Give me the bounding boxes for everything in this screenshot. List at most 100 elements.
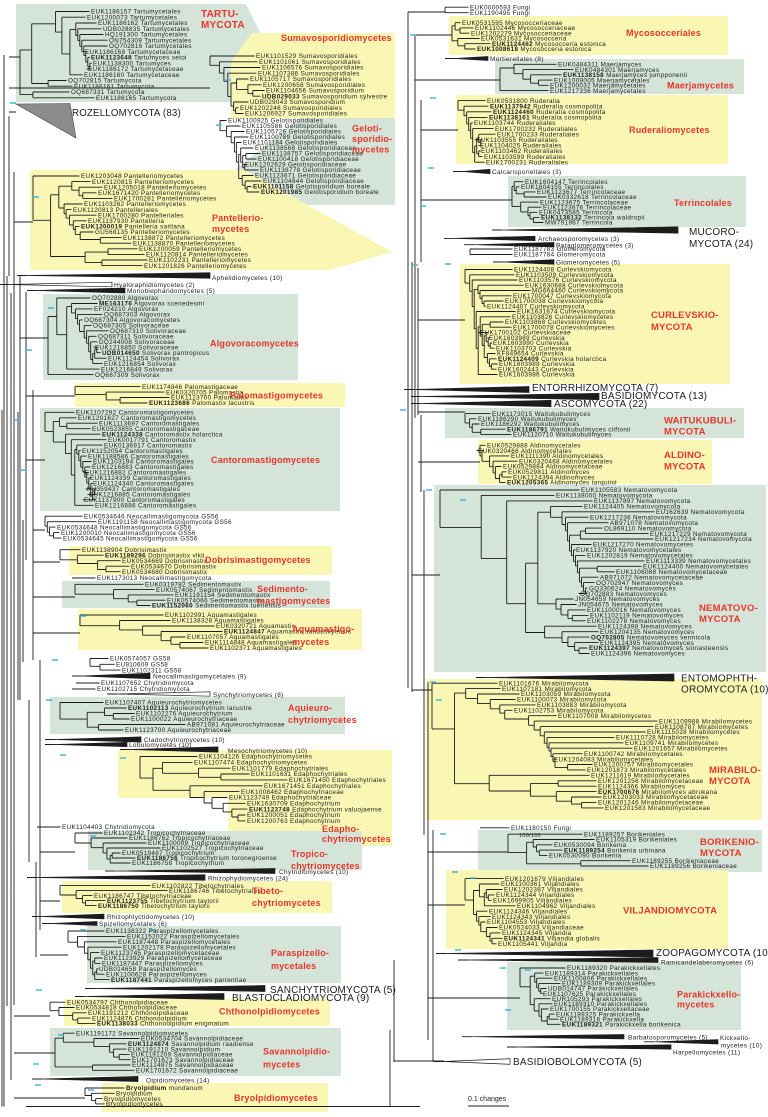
svg-text:EUK1124344 Viljandiales: EUK1124344 Viljandiales xyxy=(496,892,575,899)
svg-text:EUK1186162 Tartumycetales: EUK1186162 Tartumycetales xyxy=(98,20,188,27)
svg-text:chytriomycetes: chytriomycetes xyxy=(288,715,357,725)
svg-text:EUK1110728 Mirabilomycetes: EUK1110728 Mirabilomycetes xyxy=(616,735,709,742)
svg-text:EUK1105726 Gelotisporidiales: EUK1105726 Gelotisporidiales xyxy=(246,129,341,136)
svg-text:MYCOTA: MYCOTA xyxy=(651,322,693,333)
svg-text:EUK1216886 Cantoromastigales: EUK1216886 Cantoromastigales xyxy=(95,503,197,510)
svg-text:EUK1100806 Parakickxellales: EUK1100806 Parakickxellales xyxy=(554,975,647,982)
svg-text:Tibeto-: Tibeto- xyxy=(252,886,283,896)
svg-text:EUK1008618 Mycosocceria estoni: EUK1008618 Mycosocceria estonica xyxy=(477,46,592,53)
svg-text:EUK1115028 Mirabilomycetes: EUK1115028 Mirabilomycetes xyxy=(647,729,740,736)
svg-text:mycetes: mycetes xyxy=(352,145,389,155)
svg-text:EUK1186758 Tropicochytrium: EUK1186758 Tropicochytrium xyxy=(132,860,224,867)
svg-text:EUK1104844 Gelotisporidiaceae: EUK1104844 Gelotisporidiaceae xyxy=(263,178,364,185)
svg-text:EUK1203048 Pantelleriomycetes: EUK1203048 Pantelleriomycetes xyxy=(81,173,184,180)
svg-text:CURLEVSKIO-: CURLEVSKIO- xyxy=(651,310,719,321)
svg-text:EUK1671450 Edaphochytriales: EUK1671450 Edaphochytriales xyxy=(289,777,386,784)
svg-text:JN054659 Nematovomyces: JN054659 Nematovomyces xyxy=(575,596,660,603)
svg-text:EUK0534680 Dobrisimastix: EUK0534680 Dobrisimastix xyxy=(122,569,208,576)
svg-text:EUK1700047 Curlevskiomycota: EUK1700047 Curlevskiomycota xyxy=(513,293,611,300)
svg-text:Bryolpidiomycetes: Bryolpidiomycetes xyxy=(234,1093,318,1103)
svg-text:EUK0534646 Neocallimastigomyco: EUK0534646 Neocallimastigomycota GS56 xyxy=(84,513,219,520)
svg-text:EUK0534797 Chthonolpidiaceae: EUK0534797 Chthonolpidiaceae xyxy=(67,999,168,1006)
svg-text:EUK1124339 Cantoromastigales: EUK1124339 Cantoromastigales xyxy=(90,475,191,482)
svg-text:Dobrisimastigomycetes: Dobrisimastigomycetes xyxy=(205,555,311,565)
svg-text:EUK1137930 Pantelleria: EUK1137930 Pantelleria xyxy=(88,218,164,225)
svg-text:EUK1191212 Chthonolpidiaceae: EUK1191212 Chthonolpidiaceae xyxy=(88,1010,189,1017)
svg-text:MG664460 Curlevskiomycota: MG664460 Curlevskiomycota xyxy=(532,288,623,295)
svg-text:UDB014747 Parakickxellales: UDB014747 Parakickxellales xyxy=(548,986,638,993)
svg-text:EUK1103868 Curlevskiomycetes: EUK1103868 Curlevskiomycetes xyxy=(505,319,606,326)
svg-text:OROMYCOTA (10): OROMYCOTA (10) xyxy=(681,685,768,696)
svg-text:EUK1102822 Tibetochytriales: EUK1102822 Tibetochytriales xyxy=(152,883,244,890)
svg-text:EUK0332618 Terrincolaceae: EUK0332618 Terrincolaceae xyxy=(548,194,637,201)
svg-text:EUK1124454 Solivorax: EUK1124454 Solivorax xyxy=(108,355,180,362)
svg-text:EUK1124460 Ruderalia cosmopoli: EUK1124460 Ruderalia cosmopolita xyxy=(493,109,606,116)
svg-text:EUK1101061 Sumavosporidiales: EUK1101061 Sumavosporidiales xyxy=(259,59,361,66)
svg-text:EUK1186292 Waitukubulimyces: EUK1186292 Waitukubulimyces xyxy=(481,421,580,428)
svg-text:EUK1107181 Mirabilomycota: EUK1107181 Mirabilomycota xyxy=(502,686,592,693)
svg-text:chytriomycetes: chytriomycetes xyxy=(252,898,321,908)
svg-text:EUK1102113 Aquieurochytrium la: EUK1102113 Aquieurochytrium lacustre xyxy=(128,705,252,712)
svg-text:EUK1124346 Viljandiales: EUK1124346 Viljandiales xyxy=(489,908,568,915)
svg-text:MYCOTA (24): MYCOTA (24) xyxy=(689,239,753,250)
svg-text:Geloti-: Geloti- xyxy=(352,124,382,134)
svg-text:EUK1102991 Aquamastigales: EUK1102991 Aquamastigales xyxy=(165,612,257,619)
svg-text:EUK1602443 Curlevskia: EUK1602443 Curlevskia xyxy=(498,366,574,373)
svg-text:EUK1700038 Curlevskiomycota: EUK1700038 Curlevskiomycota xyxy=(505,298,603,305)
svg-text:EUK1123686 Palomastix lacustri: EUK1123686 Palomastix lacustris xyxy=(149,400,255,407)
svg-text:MYCOTA: MYCOTA xyxy=(700,848,742,859)
svg-text:EUK1137942 Ruderalia cosmopoli: EUK1137942 Ruderalia cosmopolita xyxy=(490,103,603,110)
svg-text:EUK1186750 Tibetochytrium tayl: EUK1186750 Tibetochytrium taylorii xyxy=(98,903,210,910)
svg-text:0.1 changes: 0.1 changes xyxy=(468,1096,507,1103)
svg-text:Ramicandelaberomycetes (6): Ramicandelaberomycetes (6) xyxy=(661,960,754,967)
svg-text:EUK1138161 Ruderalia cosmopoli: EUK1138161 Ruderalia cosmopolita xyxy=(489,115,602,122)
svg-text:EUK1113339 Nematovomycetales: EUK1113339 Nematovomycetales xyxy=(646,558,751,565)
svg-text:Cladochytriomycetes (10): Cladochytriomycetes (10) xyxy=(144,737,225,744)
svg-text:EUK1105319 Borikeniales: EUK1105319 Borikeniales xyxy=(596,837,677,844)
svg-text:EUK1106088 Nematovomycetaceae: EUK1106088 Nematovomycetaceae xyxy=(616,569,728,576)
svg-text:EUK1124345 Viljandia: EUK1124345 Viljandia xyxy=(502,930,572,937)
svg-text:OQ702816 Tartumycetales: OQ702816 Tartumycetales xyxy=(109,43,192,50)
svg-text:HQ191300 Tartumycetales: HQ191300 Tartumycetales xyxy=(105,32,188,39)
svg-text:EUK1137900 Cantoromastigales: EUK1137900 Cantoromastigales xyxy=(84,497,185,504)
svg-text:EUK1700231 Ruderaliales: EUK1700231 Ruderaliales xyxy=(486,159,568,166)
svg-text:OQ687305 Solivoraceae: OQ687305 Solivoraceae xyxy=(93,323,169,330)
svg-text:EUK1217270 Nematovomycetes: EUK1217270 Nematovomycetes xyxy=(593,542,693,549)
svg-text:Rhizophlyctidomycetes (10): Rhizophlyctidomycetes (10) xyxy=(107,914,195,921)
svg-text:EUK1100742 Mirabilomycetales: EUK1100742 Mirabilomycetales xyxy=(584,751,683,758)
svg-text:EUK1103576 Curlevskiomycota: EUK1103576 Curlevskiomycota xyxy=(519,277,617,284)
svg-text:EUK1202246 Sumavosporidiales: EUK1202246 Sumavosporidiales xyxy=(240,105,342,112)
svg-text:EUK1604147 Terrincolales: EUK1604147 Terrincolales xyxy=(525,179,608,186)
svg-text:EUK1101779 Edaphochytriales: EUK1101779 Edaphochytriales xyxy=(232,765,329,772)
svg-text:JN054675 Nematovomyces: JN054675 Nematovomyces xyxy=(578,602,663,609)
svg-text:EUK1138904 Dobrisimastix: EUK1138904 Dobrisimastix xyxy=(82,547,167,554)
svg-text:OQ702805 Nematovomyces vermico: OQ702805 Nematovomyces vermicola xyxy=(591,634,710,641)
svg-text:WAITUKUBULI-: WAITUKUBULI- xyxy=(664,416,736,427)
svg-text:EUK0000593 Fungi: EUK0000593 Fungi xyxy=(470,4,531,11)
svg-text:AB971081 Aquieurochytriaceae: AB971081 Aquieurochytriaceae xyxy=(187,722,285,729)
svg-text:EUK0319782 Sedimentomastix: EUK0319782 Sedimentomastix xyxy=(145,582,242,589)
svg-text:GU568135 Pantelleriomycetes: GU568135 Pantelleriomycetes xyxy=(95,229,190,236)
svg-text:EUK1124341 Viljandia globalis: EUK1124341 Viljandia globalis xyxy=(504,936,600,943)
svg-text:EUK1124395 Nematovomyces: EUK1124395 Nematovomyces xyxy=(600,640,694,647)
svg-text:Hyaloraphidiomycetes (2): Hyaloraphidiomycetes (2) xyxy=(114,282,195,289)
svg-text:EUK1187447 Paraspizellomyces: EUK1187447 Paraspizellomyces xyxy=(102,961,203,968)
svg-text:EUK1200010 Neocallimastigomyco: EUK1200010 Neocallimastigomycota GS56 xyxy=(61,530,196,537)
svg-text:Rhizophydiomycetes (24): Rhizophydiomycetes (24) xyxy=(208,876,288,883)
svg-text:mycetes: mycetes xyxy=(212,224,249,234)
svg-text:mastigomycetes: mastigomycetes xyxy=(257,596,330,606)
svg-text:Lobulomycetes (10): Lobulomycetes (10) xyxy=(129,742,191,749)
svg-text:EUK1191209 Savannolpidiaceae: EUK1191209 Savannolpidiaceae xyxy=(131,1052,233,1059)
svg-text:EUK1124462 Mycosocceria estoni: EUK1124462 Mycosocceria estonica xyxy=(492,41,606,48)
svg-text:EUK1200019 Pantelleria saittan: EUK1200019 Pantelleria saittana xyxy=(81,224,185,231)
svg-text:EUK1201246 Mirabilomycetaceae: EUK1201246 Mirabilomycetaceae xyxy=(598,800,704,807)
svg-text:EUK1189255 Borikeniaceae: EUK1189255 Borikeniaceae xyxy=(632,858,719,865)
svg-text:EUK1137897 Nematovomycota: EUK1137897 Nematovomycota xyxy=(594,498,691,505)
svg-text:EUK0534704 Savannolpidiaceae: EUK0534704 Savannolpidiaceae xyxy=(141,1036,243,1043)
svg-text:EUK1700155 Parakickxellaceae: EUK1700155 Parakickxellaceae xyxy=(550,1006,650,1013)
svg-text:MW791967 Terrincola: MW791967 Terrincola xyxy=(545,220,613,227)
svg-text:ALDINO-: ALDINO- xyxy=(664,450,705,461)
svg-text:EUK1107652 Chytridiomycota: EUK1107652 Chytridiomycota xyxy=(101,680,194,687)
svg-text:Glomeromycetes (5): Glomeromycetes (5) xyxy=(556,260,620,267)
svg-text:EUK0484301 Maerjamyces: EUK0484301 Maerjamyces xyxy=(575,67,659,74)
